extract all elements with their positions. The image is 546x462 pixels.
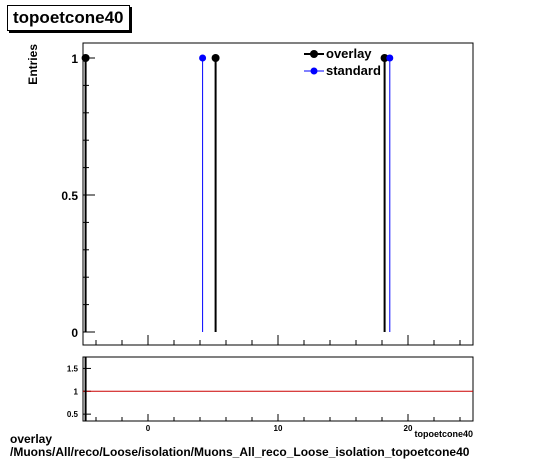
ratio-y-tick-label: 1.5 (67, 364, 79, 373)
caption-line-2: /Muons/All/reco/Loose/isolation/Muons_Al… (10, 445, 470, 459)
ratio-plot-frame (82, 356, 474, 422)
legend-label-standard: standard (326, 63, 381, 78)
ratio-y-tick-label: 1 (74, 387, 79, 396)
standard-point (199, 54, 207, 62)
y-tick-label: 1 (71, 52, 78, 66)
main-plot-frame (82, 42, 474, 346)
legend-label-overlay: overlay (326, 46, 372, 61)
ratio-y-tick-label: 0.5 (67, 410, 79, 419)
legend-marker-standard (310, 67, 318, 75)
ratio-x-tick-label: 0 (146, 424, 151, 433)
standard-point (386, 54, 394, 62)
caption-line-1: overlay (10, 432, 53, 446)
ratio-x-tick-label: 10 (274, 424, 283, 433)
chart-title: topoetcone40 (7, 5, 130, 31)
overlay-point (211, 54, 220, 62)
overlay-point (81, 54, 90, 62)
legend-marker-overlay (310, 50, 318, 58)
overlay-point (380, 54, 389, 62)
y-tick-label: 0 (71, 326, 78, 340)
ratio-x-tick-label: 20 (404, 424, 413, 433)
y-axis-title: Entries (26, 44, 40, 85)
x-axis-title: topoetcone40 (414, 429, 473, 439)
y-tick-label: 0.5 (61, 189, 78, 203)
